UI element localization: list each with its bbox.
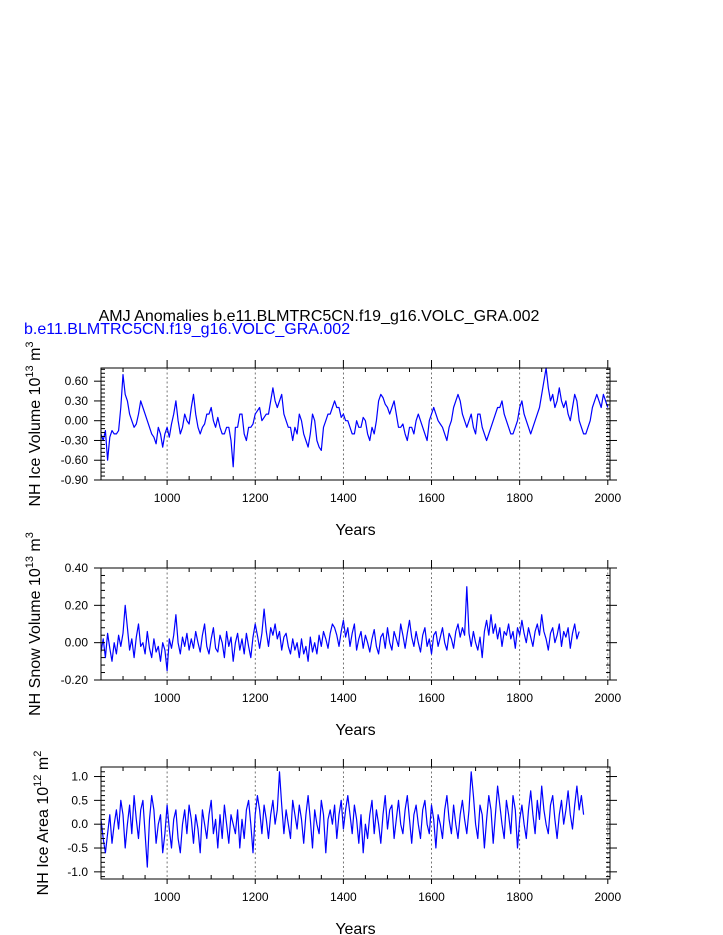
panel-1: 1000 1200 1400 1600 1800 2000 -0.90 -0.60 -0.30 0… (24, 341, 621, 539)
x-axis-title: Years (335, 921, 375, 935)
y-tick-label: 0.0 (71, 817, 88, 831)
x-tick-label: 2000 (594, 691, 621, 705)
y-tick-label: 0.40 (65, 561, 89, 575)
data-line-series-1 (100, 586, 580, 672)
y-tick-label: 0.5 (71, 793, 88, 807)
x-tick-label: 1800 (506, 491, 533, 505)
y-tick-label: 1.0 (71, 770, 88, 784)
y-axis-title: NH Ice Volume 1013 m3 (24, 341, 44, 506)
panels: 1000 1200 1400 1600 1800 2000 -0.90 -0.60 -0.30 0… (24, 341, 621, 935)
y-tick-label: -1.0 (67, 865, 88, 879)
y-axis-title: NH Snow Volume 1013 m3 (24, 532, 44, 716)
x-tick-label: 1400 (330, 491, 357, 505)
x-axis-title: Years (335, 722, 375, 739)
y-tick-label: 0.00 (65, 414, 89, 428)
y-tick-label: 0.20 (65, 598, 89, 612)
y-tick-label: 0.00 (65, 636, 89, 650)
chart-main-title: AMJ Anomalies b.e11.BLMTRC5CN.f19_g16.VO… (99, 308, 540, 325)
x-tick-label: 1000 (154, 890, 181, 904)
plot-frame (100, 367, 611, 481)
x-axis-title: Years (335, 522, 375, 539)
panel-3: 1000 1200 1400 1600 1800 2000 -1.0 -0.5 0.0 0.5 1.… (32, 751, 621, 935)
x-tick-label: 1400 (330, 691, 357, 705)
x-tick-label: 1000 (154, 691, 181, 705)
x-tick-label: 1600 (418, 890, 445, 904)
data-line-series-1 (100, 367, 609, 468)
case-label: b.e11.BLMTRC5CN.f19_g16.VOLC_GRA.002 (24, 321, 350, 338)
y-tick-label: -0.20 (61, 673, 89, 687)
x-tick-label: 1000 (154, 491, 181, 505)
y-tick-label: -0.60 (61, 453, 89, 467)
y-tick-label: -0.30 (61, 433, 89, 447)
x-tick-label: 1200 (242, 691, 269, 705)
y-tick-label: 0.60 (65, 374, 89, 388)
y-tick-label: -0.5 (67, 841, 88, 855)
x-tick-label: 1200 (242, 890, 269, 904)
y-tick-label: -0.90 (61, 473, 89, 487)
x-tick-label: 1200 (242, 491, 269, 505)
x-tick-label: 1400 (330, 890, 357, 904)
panel-2: 1000 1200 1400 1600 1800 2000 -0.20 0.00 0.20 0.4… (24, 532, 621, 739)
data-line-series-1 (100, 771, 585, 868)
y-tick-label: 0.30 (65, 394, 89, 408)
plot-frame (100, 567, 611, 681)
x-tick-label: 2000 (594, 491, 621, 505)
x-tick-label: 1800 (506, 890, 533, 904)
x-tick-label: 1800 (506, 691, 533, 705)
x-tick-label: 2000 (594, 890, 621, 904)
x-tick-label: 1600 (418, 691, 445, 705)
plot-frame (100, 766, 611, 880)
y-axis-title: NH Ice Area 1012 m2 (32, 751, 52, 896)
x-tick-label: 1600 (418, 491, 445, 505)
